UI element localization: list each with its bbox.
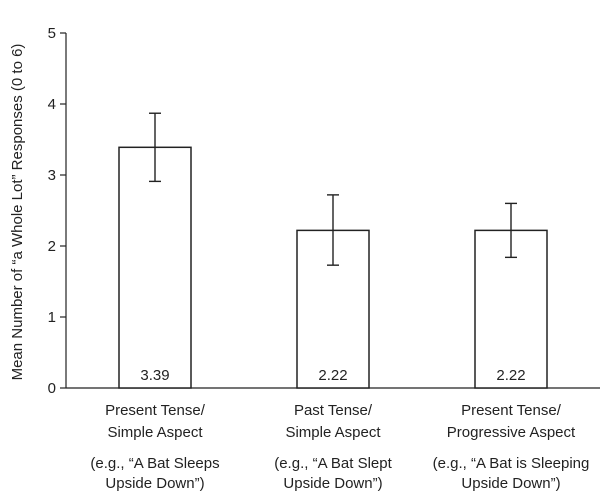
x-axis-labels: Present Tense/Simple Aspect (e.g., “A Bat… — [90, 402, 589, 492]
x-category-label-line2: Progressive Aspect — [447, 424, 576, 441]
x-category-label-example1: (e.g., “A Bat Slept — [274, 455, 392, 472]
x-category-label-example1: (e.g., “A Bat is Sleeping — [433, 455, 590, 472]
y-axis-ticks: 0 1 2 3 4 5 — [48, 25, 66, 397]
y-tick-label: 1 — [48, 309, 56, 326]
x-category-label-line2: Simple Aspect — [107, 424, 203, 441]
y-tick-label: 2 — [48, 238, 56, 255]
x-category-label-line1: Present Tense/ — [461, 402, 562, 419]
bars-group: 3.39 2.22 2.22 — [118, 112, 548, 389]
x-category-label-line1: Past Tense/ — [294, 402, 373, 419]
bar-value-label: 2.22 — [496, 367, 525, 384]
x-category-label-example2: Upside Down”) — [283, 475, 382, 492]
x-category-label-line1: Present Tense/ — [105, 402, 206, 419]
y-tick-label: 3 — [48, 167, 56, 184]
x-category-label-example1: (e.g., “A Bat Sleeps — [90, 455, 219, 472]
x-category-label-line2: Simple Aspect — [285, 424, 381, 441]
bar-value-label: 2.22 — [318, 367, 347, 384]
y-tick-label: 0 — [48, 380, 56, 397]
x-category-label-example2: Upside Down”) — [461, 475, 560, 492]
y-tick-label: 4 — [48, 96, 56, 113]
bar-value-label: 3.39 — [140, 367, 169, 384]
x-category-label-example2: Upside Down”) — [105, 475, 204, 492]
bar — [118, 146, 192, 389]
y-axis-label: Mean Number of “a Whole Lot” Responses (… — [9, 44, 26, 381]
y-tick-label: 5 — [48, 25, 56, 42]
